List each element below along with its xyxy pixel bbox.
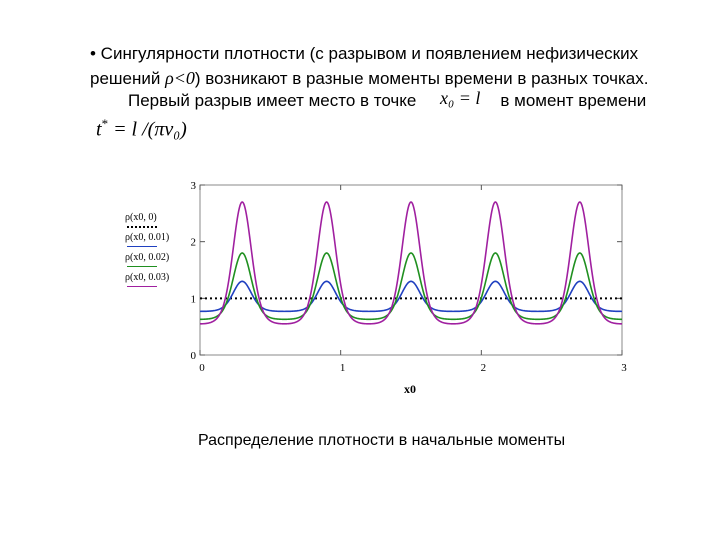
- x-axis-label: x0: [404, 382, 416, 396]
- formula-star: *: [101, 116, 109, 131]
- line2-start: решений: [90, 69, 166, 88]
- legend-label-2: ρ(x0, 0.02): [125, 252, 170, 263]
- y-tick-label: 3: [191, 180, 197, 192]
- chart-legend: ρ(x0, 0) ρ(x0, 0.01) ρ(x0, 0.02) ρ(x0, 0…: [123, 212, 195, 292]
- legend-swatch-2: [127, 266, 157, 267]
- time-formula: t* = l /(πv₀): [96, 116, 187, 142]
- formula-t: t: [96, 118, 102, 141]
- legend-label-3: ρ(x0, 0.03): [125, 272, 170, 283]
- rho-inequality: ρ<0: [165, 68, 195, 88]
- x-tick-label: 0: [199, 362, 205, 374]
- line2-end: ) возникают в разные моменты времени в р…: [194, 69, 649, 88]
- legend-label-0: ρ(x0, 0): [125, 212, 157, 223]
- legend-label-1: ρ(x0, 0.01): [125, 232, 170, 243]
- legend-swatch-1: [127, 246, 157, 247]
- series-line-3: [200, 201, 622, 325]
- bullet-line-1: • Сингулярности плотности (с разрывом и …: [90, 44, 639, 63]
- line3-start: Первый разрыв имеет место в точке: [128, 91, 417, 110]
- y-tick-label: 1: [191, 293, 197, 305]
- series-line-2: [200, 252, 622, 321]
- plot-frame: [199, 184, 623, 356]
- y-tick-label: 2: [191, 237, 197, 249]
- x0-equals-l: x₀ = l: [440, 88, 481, 108]
- legend-swatch-0: [127, 226, 157, 228]
- bullet-line-2: решений ρ<0) возникают в разные моменты …: [90, 68, 649, 89]
- figure-caption: Распределение плотности в начальные моме…: [198, 432, 566, 449]
- y-tick-label: 0: [191, 350, 197, 362]
- formula-rest: = l /(πv₀): [108, 118, 187, 141]
- legend-swatch-3: [127, 286, 157, 287]
- x-tick-label: 2: [481, 362, 487, 374]
- x-tick-label: 3: [621, 362, 627, 374]
- bullet-line-3: Первый разрыв имеет место в точке в момен…: [128, 91, 646, 111]
- x-tick-label: 1: [340, 362, 346, 374]
- line3-end: в момент времени: [500, 91, 647, 110]
- series-line-1: [200, 280, 622, 313]
